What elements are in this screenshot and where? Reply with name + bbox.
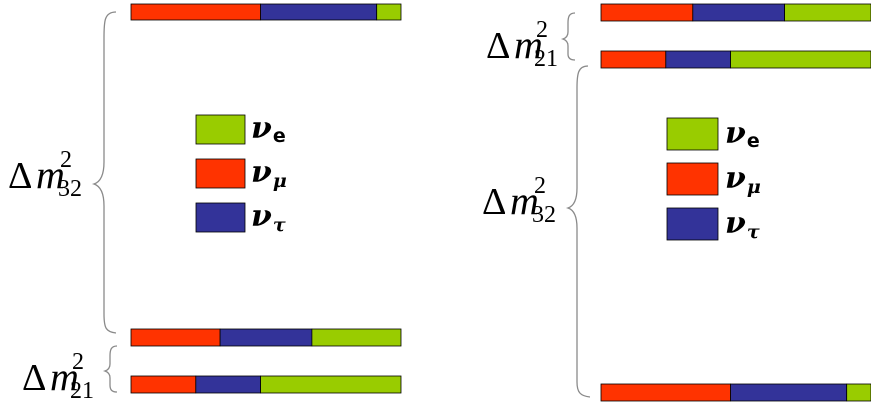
legend-label-nu-mu: νμ [725,161,761,198]
dm32-brace-inverted [565,65,591,398]
normal-level-2-bar [130,328,402,347]
dm32-label-inverted: Δ m 2 32 [482,173,556,228]
inverted-level-bar-segment-nu-e [846,383,871,402]
legend-inverted: νe νμ ντ [666,116,761,243]
normal-level-bar-segment-nu-e [260,375,402,394]
svg-text:2: 2 [72,349,84,375]
legend-label-nu-tau: ντ [251,199,286,236]
normal-level-bar-segment-nu-mu [130,328,221,347]
svg-text:m: m [36,152,65,197]
svg-text:Δ: Δ [486,25,510,67]
normal-level-bar-segment-nu-tau [219,328,313,347]
dm21-label-normal: Δ m 2 21 [22,349,94,404]
normal-level-bar-segment-nu-mu [130,375,197,394]
legend-label-nu-tau: ντ [725,206,760,243]
normal-level-bar-segment-nu-tau [195,375,262,394]
dm21-brace-inverted [560,12,576,61]
normal-level-bar-segment-nu-e [376,3,402,21]
legend-label-nu-e: νe [725,116,760,152]
inverted-level-bar-segment-nu-e [784,3,871,22]
inverted-level-bar-segment-nu-e [730,50,871,69]
svg-text:21: 21 [534,46,558,72]
legend-label-nu-e: νe [251,111,286,147]
legend-label-nu-mu: νμ [251,155,287,192]
svg-text:Δ: Δ [482,181,506,223]
svg-text:2: 2 [60,147,72,173]
legend-swatch-nu-tau [666,207,719,241]
legend-swatch-nu-tau [195,202,246,233]
normal-level-bar-segment-nu-e [311,328,402,347]
inverted-level-2-bar [600,3,871,22]
dm32-brace-normal [91,11,117,334]
svg-text:Δ: Δ [8,155,32,197]
svg-text:m: m [514,22,543,67]
legend-swatch-nu-mu [666,162,719,196]
normal-level-bar-segment-nu-tau [260,3,378,21]
normal-level-bar-segment-nu-mu [130,3,262,21]
dm21-label-inverted: Δ m 2 21 [486,17,558,72]
dm21-brace-normal [102,345,118,393]
svg-text:21: 21 [70,378,94,404]
svg-text:Δ: Δ [22,357,46,399]
inverted-level-bar-segment-nu-mu [600,50,667,69]
legend-swatch-nu-e [666,117,719,151]
svg-text:32: 32 [58,176,82,202]
inverted-level-bar-segment-nu-mu [600,383,732,402]
normal-hierarchy-panel: Δ m 2 32 Δ m 2 21 νe νμ ντ [8,3,402,404]
inverted-level-bar-segment-nu-tau [692,3,785,22]
inverted-level-bar-segment-nu-tau [730,383,848,402]
svg-text:32: 32 [532,202,556,228]
svg-text:2: 2 [536,17,548,43]
svg-text:m: m [50,354,79,399]
legend-normal: νe νμ ντ [195,111,287,236]
inverted-level-bar-segment-nu-tau [665,50,731,69]
legend-swatch-nu-mu [195,158,246,189]
inverted-level-bar-segment-nu-mu [600,3,694,22]
inverted-level-1-bar [600,50,871,69]
svg-text:m: m [510,178,539,223]
normal-level-3-bar [130,3,402,21]
svg-text:2: 2 [534,173,546,199]
inverted-level-3-bar [600,383,871,402]
normal-level-1-bar [130,375,402,394]
dm32-label-normal: Δ m 2 32 [8,147,82,202]
legend-swatch-nu-e [195,114,246,145]
inverted-hierarchy-panel: Δ m 2 21 Δ m 2 32 νe νμ ντ [482,3,871,402]
